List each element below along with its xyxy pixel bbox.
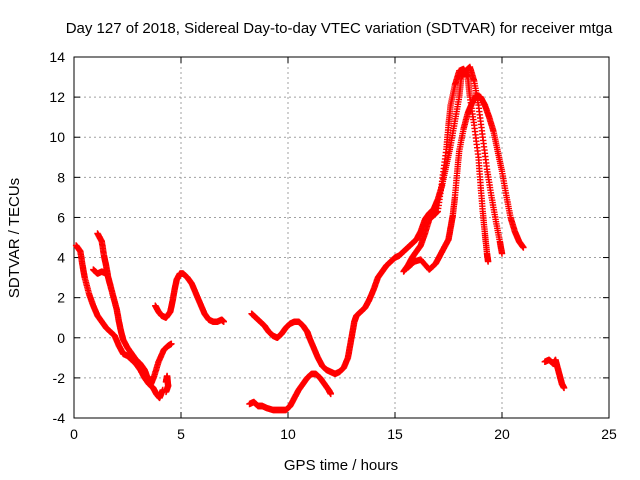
x-tick-label: 15 <box>387 426 403 442</box>
series-arc-10 <box>541 356 568 392</box>
series-arc-4 <box>162 372 172 396</box>
y-tick-label: 14 <box>49 49 65 65</box>
x-tick-label: 25 <box>601 426 617 442</box>
data-point <box>560 384 568 392</box>
series-arc-5 <box>152 270 227 325</box>
y-tick-label: 4 <box>57 250 65 266</box>
y-tick-label: 6 <box>57 209 65 225</box>
y-tick-label: 2 <box>57 290 65 306</box>
x-tick-label: 10 <box>280 426 296 442</box>
series-arc-7 <box>248 63 506 378</box>
data-point <box>168 340 175 347</box>
data-point <box>220 318 227 325</box>
chart-title: Day 127 of 2018, Sidereal Day-to-day VTE… <box>66 20 613 37</box>
x-tick-label: 5 <box>177 426 185 442</box>
data-point <box>102 270 110 277</box>
y-tick-label: 0 <box>57 330 65 346</box>
data-point <box>520 244 527 251</box>
series-arc-6 <box>246 370 334 414</box>
data-point <box>327 390 334 398</box>
data-points <box>72 63 568 414</box>
data-point <box>162 388 170 396</box>
x-tick-label: 0 <box>70 426 78 442</box>
x-axis-title: GPS time / hours <box>284 457 398 474</box>
series-arc-3 <box>90 266 110 277</box>
axis-ticks <box>73 56 610 419</box>
data-point <box>484 258 492 265</box>
y-tick-label: -2 <box>53 370 66 386</box>
y-tick-label: 12 <box>49 89 65 105</box>
data-point <box>498 250 506 257</box>
tick-labels: 0 5 10 15 20 25 -4 -2 0 2 4 6 8 10 12 14 <box>49 49 617 442</box>
series-arc-9 <box>404 91 527 273</box>
y-axis-title: SDTVAR / TECUs <box>6 178 23 298</box>
x-tick-label: 20 <box>494 426 510 442</box>
y-tick-label: -4 <box>53 410 66 426</box>
series-arc-2 <box>94 230 175 388</box>
grid <box>74 57 609 418</box>
y-tick-label: 8 <box>57 169 65 185</box>
series-arc-8 <box>400 65 492 275</box>
y-tick-label: 10 <box>49 129 65 145</box>
plot-frame <box>73 56 610 419</box>
